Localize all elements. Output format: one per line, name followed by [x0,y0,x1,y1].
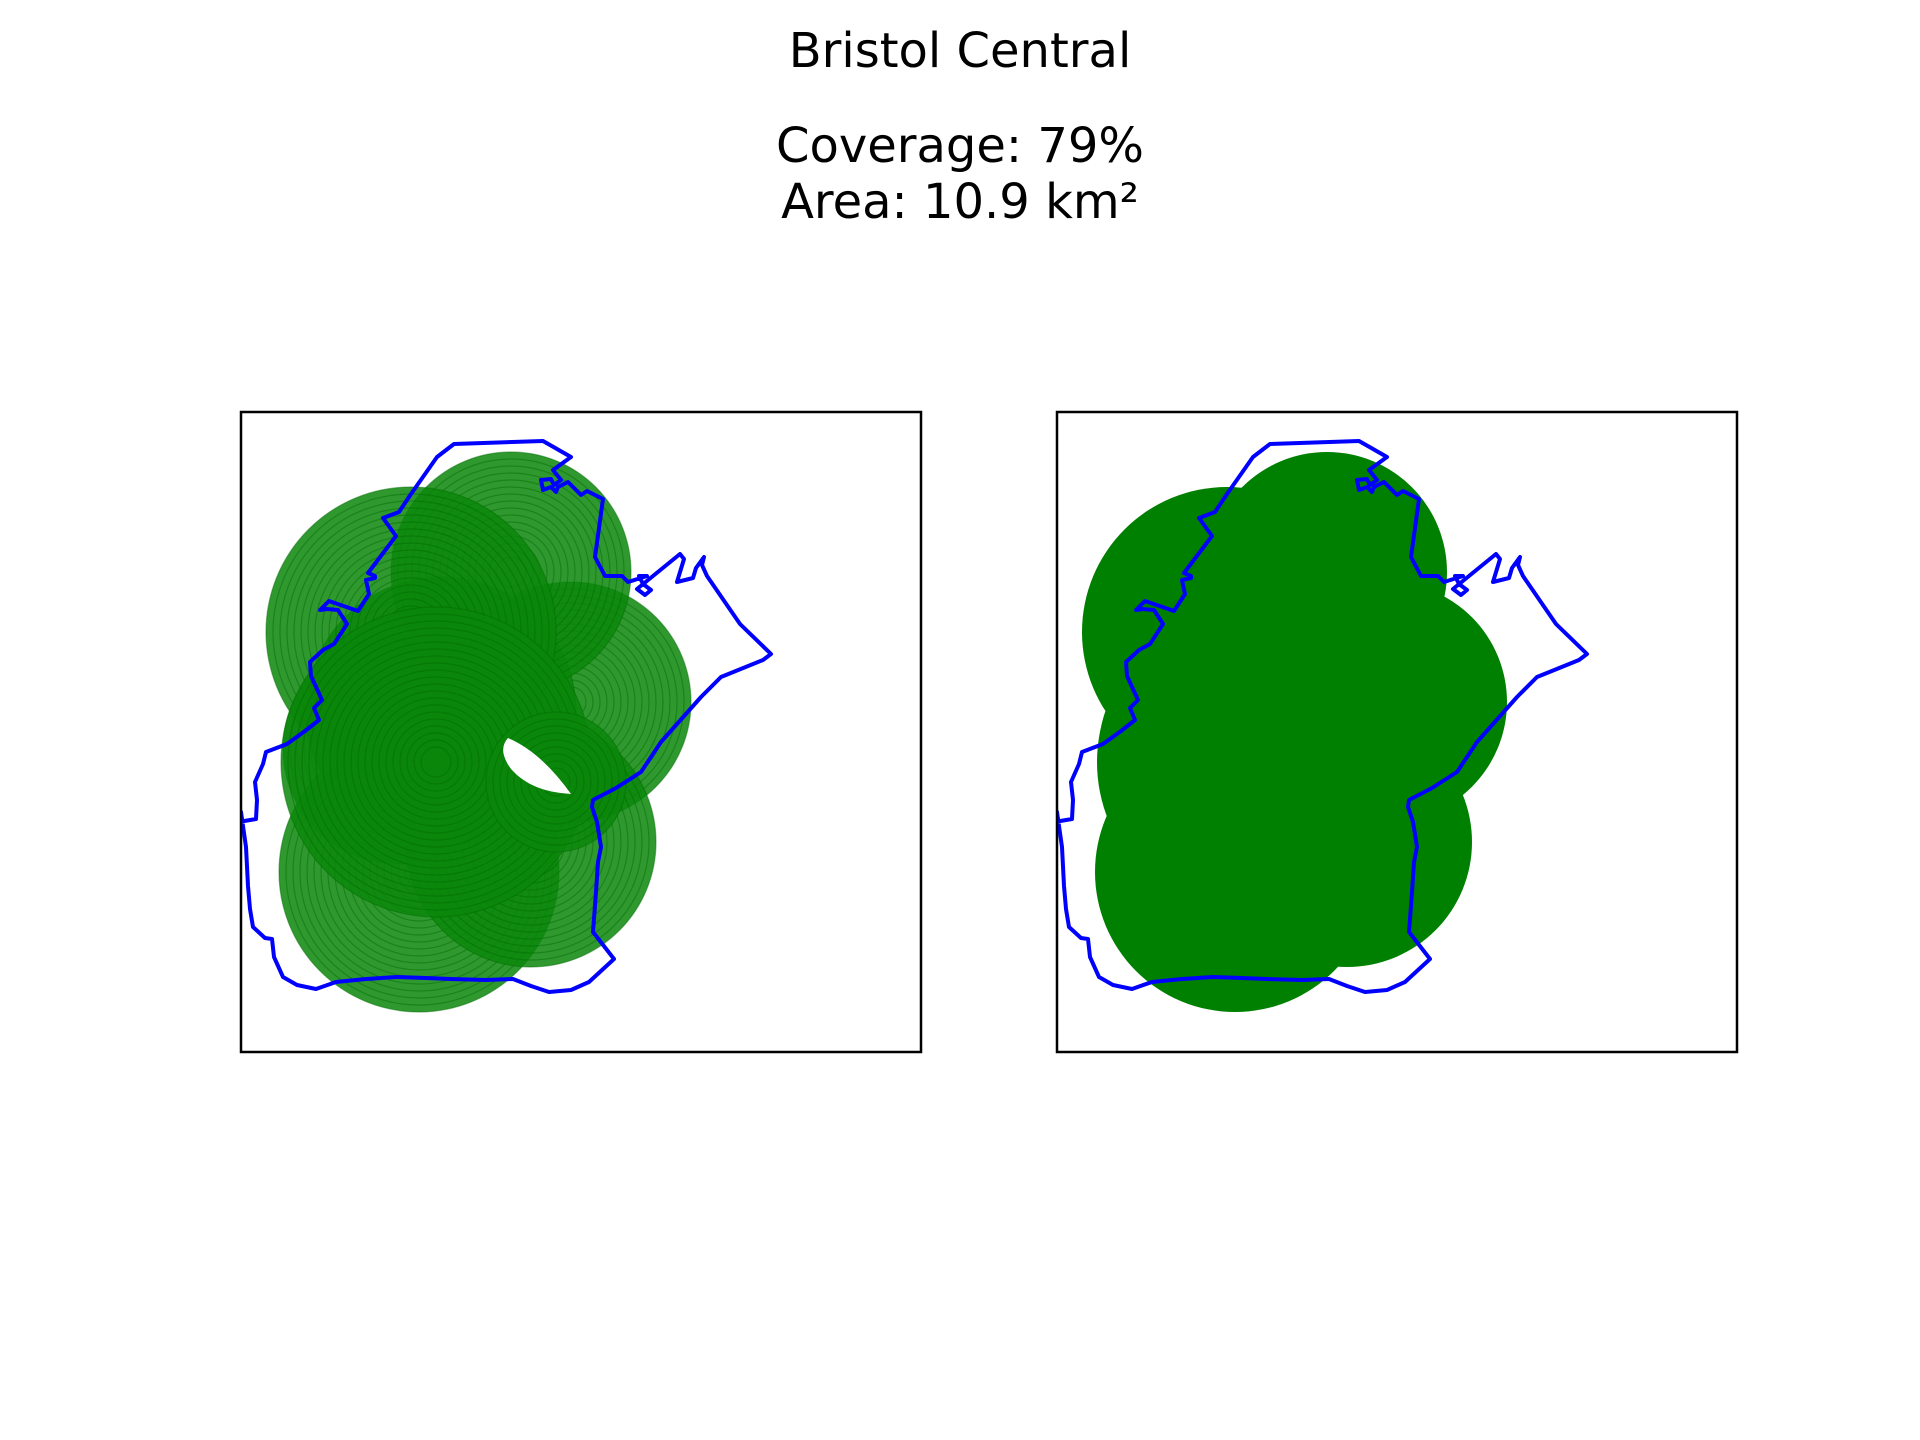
coverage-ring [392,718,480,806]
coverage-circle [1302,712,1442,852]
coverage-circles-group [265,451,692,1013]
coverage-union [1082,452,1507,1012]
coverage-circle [281,607,591,917]
coverage-ring [513,739,599,825]
coverage-gap [503,738,571,794]
coverage-ring [399,725,473,799]
coverage-ring [413,739,459,785]
axes-frame [239,410,923,1054]
coverage-ring [420,746,452,778]
coverage-map-right [1055,410,1739,1054]
map-title: Bristol Central [788,23,1132,79]
coverage-ring [385,711,487,813]
district-boundary [241,439,773,994]
coverage-ring [406,732,466,792]
axes-frame [1055,410,1739,1054]
coverage-map-left [239,410,923,1054]
coverage-ring [499,725,613,839]
coverage-circle [1097,607,1407,917]
area-label: Area: 10.9 km² [781,174,1139,230]
coverage-ring [506,732,606,832]
coverage-ring [520,746,592,818]
coverage-ring [492,718,620,846]
coverage-label: Coverage: 79% [775,118,1145,174]
district-boundary [1057,439,1589,994]
